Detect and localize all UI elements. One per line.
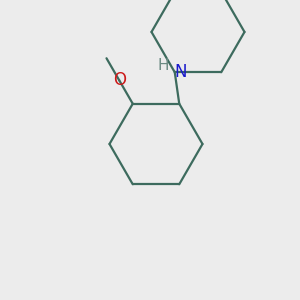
Text: N: N (174, 63, 186, 81)
Text: H: H (158, 58, 169, 73)
Text: O: O (113, 71, 126, 89)
